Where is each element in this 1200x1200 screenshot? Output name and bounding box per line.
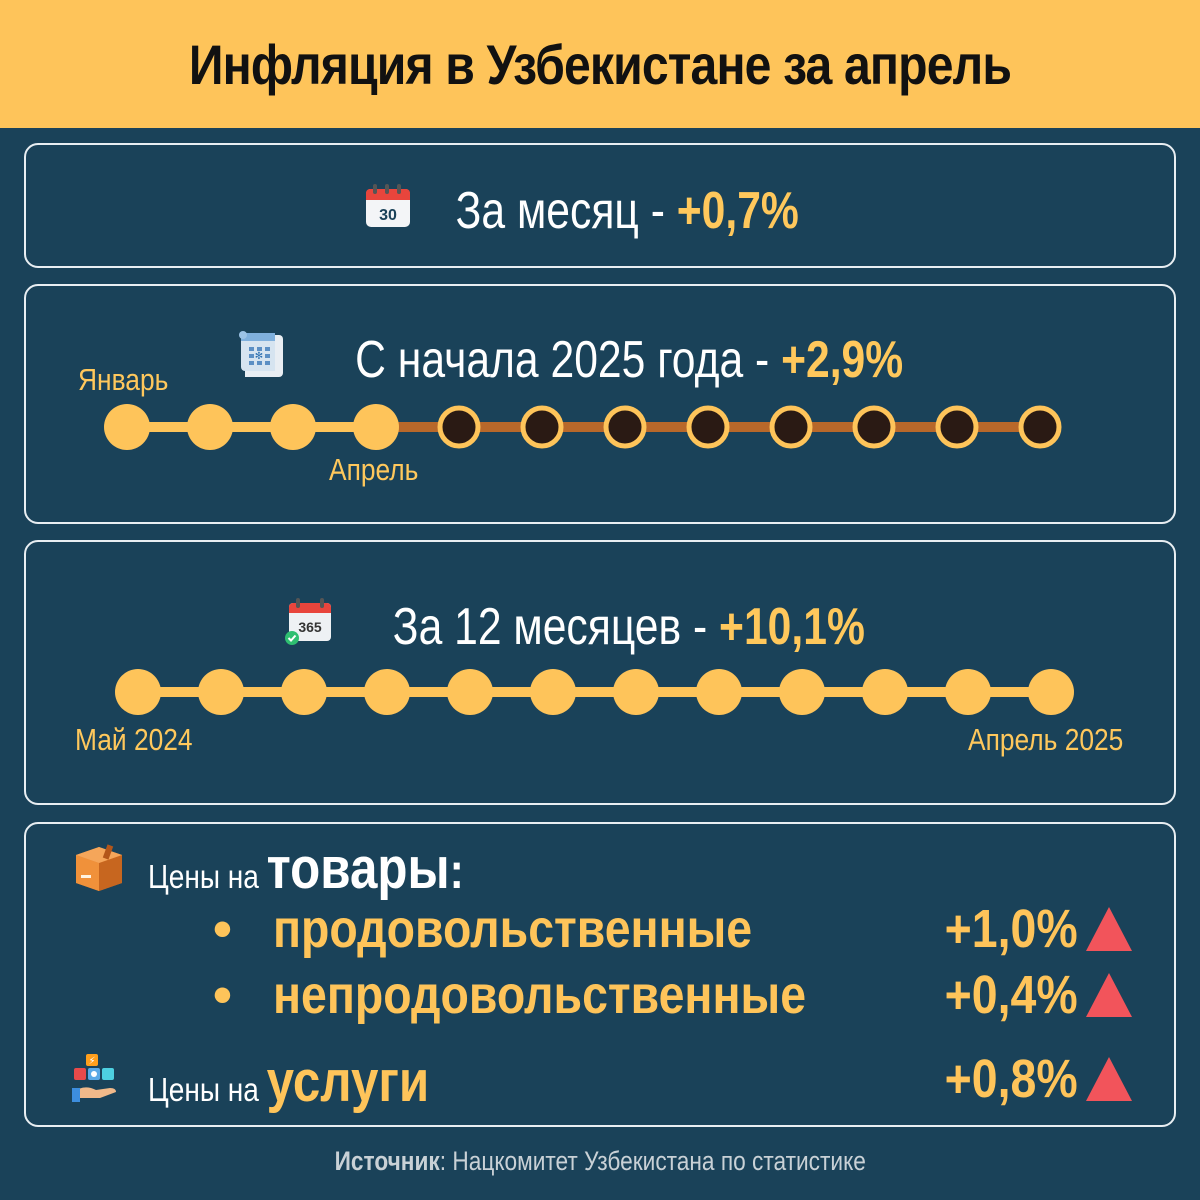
ytd-current-label: Апрель xyxy=(329,452,419,487)
annual-end-label: Апрель 2025 xyxy=(968,722,1124,757)
goods-item-nonfood-name: непродовольственные xyxy=(273,965,807,1025)
goods-item-food-name: продовольственные xyxy=(273,899,753,959)
month-label: За месяц - xyxy=(455,182,677,240)
month-headline: 30 За месяц - +0,7% xyxy=(0,176,1200,246)
services-word: услуги xyxy=(266,1049,430,1114)
annual-month-dot xyxy=(1028,669,1074,715)
goods-item-food-value: +1,0% xyxy=(945,899,1078,959)
goods-prefix: Цены на xyxy=(148,858,267,895)
annual-headline: 365 За 12 месяцев - +10,1% xyxy=(0,592,1200,662)
goods-colon: : xyxy=(449,843,464,899)
goods-item-food-value-group: +1,0% xyxy=(923,898,1132,960)
annual-month-dot xyxy=(613,669,659,715)
annual-card xyxy=(24,540,1176,805)
source-line: Источник: Нацкомитет Узбекистана по стат… xyxy=(0,1146,1200,1177)
services-hand-icon: ⚡ xyxy=(72,1052,126,1111)
ytd-month-dot-future xyxy=(852,405,896,449)
annual-month-dot xyxy=(447,669,493,715)
ytd-value: +2,9% xyxy=(780,331,904,389)
services-prefix: Цены на xyxy=(148,1071,267,1108)
up-triangle-icon xyxy=(1086,1057,1132,1101)
goods-item-nonfood-value: +0,4% xyxy=(945,965,1078,1025)
annual-month-dot xyxy=(862,669,908,715)
annual-month-dot xyxy=(779,669,825,715)
calendar-page-icon: ✻ xyxy=(237,329,289,392)
calendar-30-icon: 30 xyxy=(364,181,412,242)
calendar-365-icon: 365 xyxy=(283,595,335,660)
source-text: : Нацкомитет Узбекистана по статистике xyxy=(439,1146,866,1176)
annual-month-dot xyxy=(530,669,576,715)
goods-item-food: • продовольственные xyxy=(213,898,830,960)
month-line: За месяц - +0,7% xyxy=(455,181,798,241)
annual-month-dot xyxy=(945,669,991,715)
goods-label: Цены на товары: xyxy=(148,835,464,902)
annual-month-dot xyxy=(696,669,742,715)
svg-text:⚡: ⚡ xyxy=(88,1056,95,1067)
ytd-month-dot-past xyxy=(353,404,399,450)
annual-value: +10,1% xyxy=(719,598,866,656)
annual-start-label: Май 2024 xyxy=(75,722,193,757)
page-title: Инфляция в Узбекистане за апрель xyxy=(188,32,1012,96)
ytd-card xyxy=(24,284,1176,524)
bullet-dot: • xyxy=(213,899,232,959)
ytd-month-dot-future xyxy=(935,405,979,449)
goods-word: товары xyxy=(266,836,450,901)
annual-label: За 12 месяцев - xyxy=(392,598,720,656)
ytd-label: С начала 2025 года - xyxy=(354,331,781,389)
annual-month-dot xyxy=(281,669,327,715)
ytd-month-dot-past xyxy=(104,404,150,450)
goods-item-nonfood-value-group: +0,4% xyxy=(923,964,1132,1026)
svg-text:✻: ✻ xyxy=(255,351,263,362)
ytd-headline: ✻ С начала 2025 года - +2,9% xyxy=(0,325,1200,395)
source-label: Источник xyxy=(334,1146,440,1176)
calendar-30-icon-text: 30 xyxy=(379,207,397,224)
bullet-dot: • xyxy=(213,965,232,1025)
goods-item-nonfood: • непродовольственные xyxy=(213,964,893,1026)
annual-month-dot xyxy=(115,669,161,715)
services-value-group: +0,8% xyxy=(923,1048,1132,1110)
prices-card xyxy=(24,822,1176,1127)
header-banner: Инфляция в Узбекистане за апрель xyxy=(0,0,1200,128)
annual-line: За 12 месяцев - +10,1% xyxy=(393,597,865,657)
up-triangle-icon xyxy=(1086,907,1132,951)
ytd-month-dot-future xyxy=(1018,405,1062,449)
annual-month-dot xyxy=(364,669,410,715)
month-card xyxy=(24,143,1176,268)
services-label: Цены на услуги xyxy=(148,1048,429,1115)
month-value: +0,7% xyxy=(676,182,799,240)
box-icon xyxy=(72,839,126,898)
ytd-month-dot-future xyxy=(437,405,481,449)
services-value: +0,8% xyxy=(945,1049,1078,1109)
annual-month-dot xyxy=(198,669,244,715)
ytd-month-dot-future xyxy=(520,405,564,449)
ytd-month-dot-future xyxy=(686,405,730,449)
ytd-month-dot-past xyxy=(270,404,316,450)
up-triangle-icon xyxy=(1086,973,1132,1017)
ytd-start-label: Январь xyxy=(78,362,169,397)
ytd-month-dot-future xyxy=(769,405,813,449)
goods-row: Цены на товары: xyxy=(72,835,519,902)
ytd-line: С начала 2025 года - +2,9% xyxy=(355,330,903,390)
services-row: ⚡ Цены на услуги xyxy=(72,1048,479,1115)
ytd-month-dot-past xyxy=(187,404,233,450)
calendar-365-icon-text: 365 xyxy=(298,619,322,635)
ytd-month-dot-future xyxy=(603,405,647,449)
